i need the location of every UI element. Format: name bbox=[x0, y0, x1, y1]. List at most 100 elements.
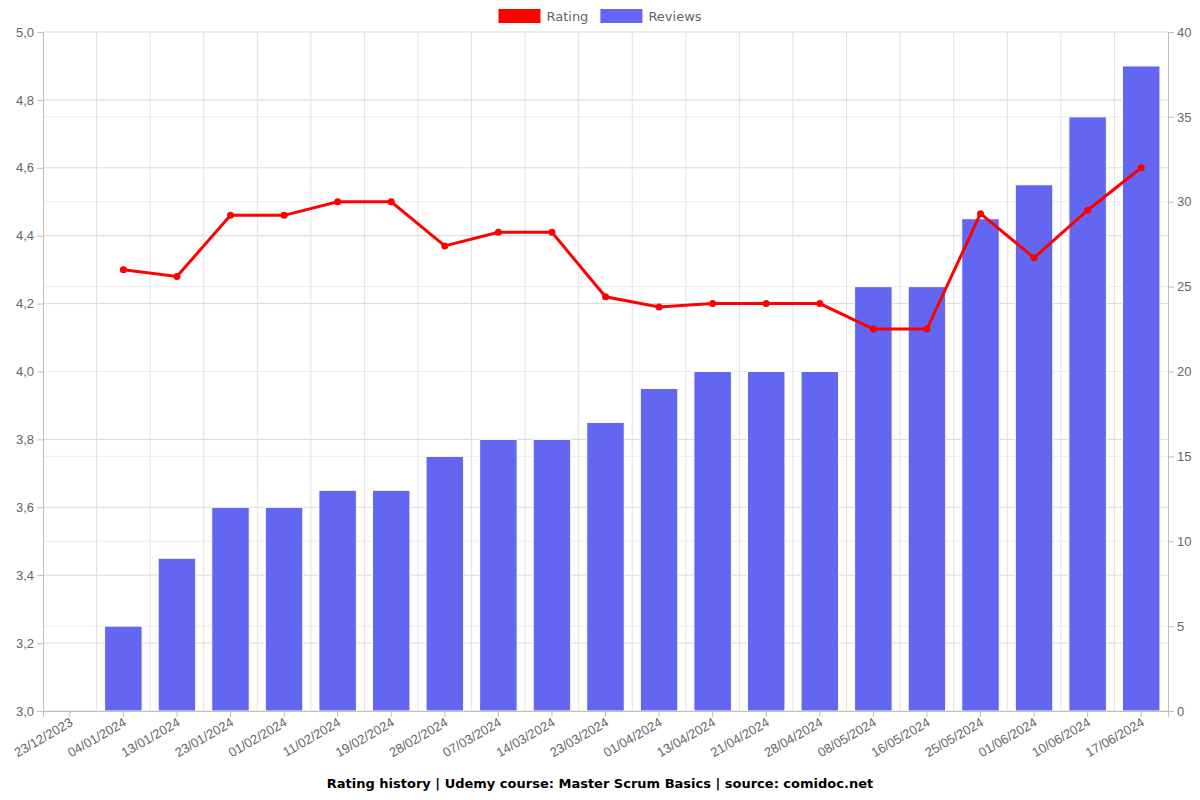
tick-label: 16/05/2024 bbox=[869, 715, 933, 761]
chart: 3,03,23,43,63,84,04,24,44,64,85,00510152… bbox=[0, 0, 1200, 800]
grid-line-x bbox=[846, 32, 847, 711]
tick-label: 23/12/2023 bbox=[11, 715, 75, 761]
marker bbox=[388, 198, 395, 205]
marker bbox=[334, 198, 341, 205]
tick: 28/02/2024 bbox=[386, 711, 450, 760]
tick-mark bbox=[337, 711, 338, 717]
tick: 3,4 bbox=[16, 568, 43, 583]
tick-label: 23/03/2024 bbox=[547, 715, 611, 761]
legend-item: Reviews bbox=[600, 9, 701, 24]
marker bbox=[1084, 207, 1091, 214]
tick: 04/01/2024 bbox=[65, 711, 129, 760]
tick-label: 4,4 bbox=[16, 228, 34, 243]
bar bbox=[1122, 66, 1160, 711]
axis-line bbox=[1169, 33, 1175, 712]
grid-line-y bbox=[43, 32, 1168, 33]
tick: 01/02/2024 bbox=[226, 711, 290, 760]
legend: Rating Reviews bbox=[498, 9, 701, 24]
tick-label: 15 bbox=[1177, 449, 1191, 464]
grid-line-x bbox=[1060, 32, 1061, 711]
tick: 3,2 bbox=[16, 636, 43, 651]
tick-mark bbox=[766, 711, 767, 717]
marker bbox=[870, 326, 877, 333]
tick-mark bbox=[1168, 541, 1174, 542]
marker bbox=[602, 293, 609, 300]
tick-label: 4,6 bbox=[16, 160, 34, 175]
tick-label: 10/06/2024 bbox=[1029, 715, 1093, 761]
legend-swatch bbox=[498, 9, 540, 23]
tick-mark bbox=[1087, 711, 1088, 717]
tick-label: 10 bbox=[1177, 534, 1191, 549]
tick-mark bbox=[1168, 117, 1174, 118]
tick: 11/02/2024 bbox=[280, 711, 343, 760]
tick-label: 01/02/2024 bbox=[226, 715, 290, 761]
tick-mark bbox=[873, 711, 874, 717]
line bbox=[123, 168, 1141, 329]
tick: 30 bbox=[1168, 194, 1191, 209]
tick: 3,0 bbox=[16, 704, 43, 719]
grid-line-x bbox=[257, 32, 258, 711]
grid-line-y2 bbox=[43, 201, 1168, 202]
tick-mark bbox=[284, 711, 285, 717]
tick-mark bbox=[980, 711, 981, 717]
tick-label: 28/04/2024 bbox=[761, 715, 825, 761]
tick: 23/03/2024 bbox=[547, 711, 611, 760]
marker bbox=[173, 273, 180, 280]
bar bbox=[587, 422, 625, 711]
grid-line-x bbox=[310, 32, 311, 711]
tick-label: 3,0 bbox=[16, 704, 34, 719]
bar bbox=[158, 558, 196, 711]
tick-label: 07/03/2024 bbox=[440, 715, 504, 761]
tick: 07/03/2024 bbox=[440, 711, 504, 760]
tick-mark bbox=[37, 304, 43, 305]
tick-label: 21/04/2024 bbox=[708, 715, 772, 761]
marker bbox=[923, 326, 930, 333]
bar bbox=[372, 490, 410, 711]
tick: 35 bbox=[1168, 110, 1191, 125]
tick-mark bbox=[1168, 372, 1174, 373]
tick-label: 23/01/2024 bbox=[172, 715, 236, 761]
bar bbox=[962, 219, 1000, 711]
tick-mark bbox=[498, 711, 499, 717]
tick-label: 19/02/2024 bbox=[333, 715, 397, 761]
tick: 01/06/2024 bbox=[976, 711, 1040, 760]
tick-mark bbox=[659, 711, 660, 717]
marker bbox=[656, 303, 663, 310]
legend-swatch bbox=[600, 9, 642, 23]
legend-label: Rating bbox=[546, 9, 588, 24]
tick-mark bbox=[551, 711, 552, 717]
tick: 4,2 bbox=[16, 296, 43, 311]
bar bbox=[747, 372, 785, 712]
tick-label: 28/02/2024 bbox=[386, 715, 450, 761]
tick-mark bbox=[37, 643, 43, 644]
tick: 10/06/2024 bbox=[1029, 711, 1093, 760]
grid-line-x bbox=[150, 32, 151, 711]
legend-label: Reviews bbox=[648, 9, 701, 24]
tick-mark bbox=[37, 711, 43, 712]
tick: 01/04/2024 bbox=[601, 711, 665, 760]
tick: 13/04/2024 bbox=[654, 711, 718, 760]
tick-label: 01/06/2024 bbox=[976, 715, 1040, 761]
y2-axis: 0510152025303540 bbox=[1168, 25, 1191, 719]
tick: 4,6 bbox=[16, 160, 43, 175]
grid-line-x bbox=[96, 32, 97, 711]
tick: 23/12/2023 bbox=[11, 711, 75, 760]
tick-mark bbox=[123, 711, 124, 717]
tick-mark bbox=[37, 32, 43, 33]
tick-mark bbox=[1168, 626, 1174, 627]
tick-mark bbox=[1141, 711, 1142, 717]
legend-item: Rating bbox=[498, 9, 588, 24]
y-axis: 3,03,23,43,63,84,04,24,44,64,85,0 bbox=[16, 25, 44, 719]
tick: 3,8 bbox=[16, 432, 43, 447]
tick: 5,0 bbox=[16, 25, 43, 40]
tick-label: 40 bbox=[1177, 25, 1191, 40]
grid-line-x bbox=[1007, 32, 1008, 711]
grid-line-x bbox=[578, 32, 579, 711]
tick-label: 3,4 bbox=[16, 568, 34, 583]
marker bbox=[227, 212, 234, 219]
marker bbox=[1031, 254, 1038, 261]
bar bbox=[426, 456, 464, 711]
bar bbox=[801, 372, 839, 712]
tick-label: 20 bbox=[1177, 364, 1191, 379]
tick-label: 13/04/2024 bbox=[654, 715, 718, 761]
